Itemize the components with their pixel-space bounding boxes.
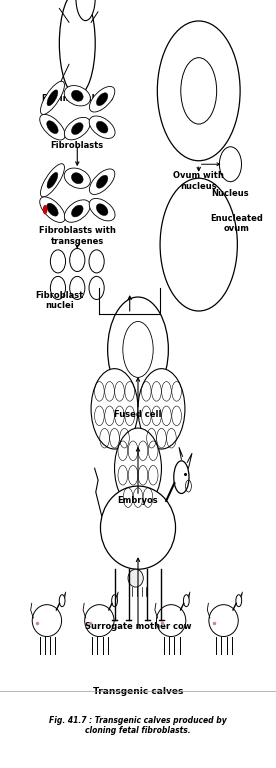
Text: Surrogate mother cow: Surrogate mother cow [85, 622, 191, 631]
Ellipse shape [157, 21, 240, 161]
Ellipse shape [64, 118, 90, 140]
Ellipse shape [96, 175, 108, 188]
Ellipse shape [40, 114, 65, 140]
Ellipse shape [160, 178, 237, 311]
Ellipse shape [108, 297, 168, 402]
Circle shape [44, 206, 47, 214]
Text: Transgenic calves: Transgenic calves [93, 687, 183, 696]
Ellipse shape [89, 169, 115, 194]
Text: Fig. 41.7 : Transgenic calves produced by
cloning fetal fibroblasts.: Fig. 41.7 : Transgenic calves produced b… [49, 716, 227, 736]
Text: Ovum with
nucleus: Ovum with nucleus [173, 171, 224, 190]
Ellipse shape [236, 594, 242, 607]
Ellipse shape [64, 168, 90, 188]
Ellipse shape [41, 164, 64, 197]
Ellipse shape [64, 85, 90, 106]
Ellipse shape [47, 90, 58, 106]
Ellipse shape [32, 604, 62, 637]
Ellipse shape [41, 81, 64, 114]
Ellipse shape [47, 204, 58, 216]
Text: Embryos: Embryos [118, 496, 158, 505]
Ellipse shape [85, 604, 114, 637]
Text: Fibroblasts with
transgenes: Fibroblasts with transgenes [39, 227, 116, 246]
Ellipse shape [47, 172, 58, 188]
Text: Nucleus: Nucleus [212, 189, 249, 197]
Ellipse shape [156, 604, 186, 637]
Ellipse shape [59, 0, 95, 96]
Ellipse shape [71, 123, 83, 134]
Ellipse shape [209, 604, 238, 637]
Ellipse shape [128, 569, 143, 587]
Ellipse shape [59, 594, 65, 607]
Ellipse shape [100, 486, 176, 569]
Ellipse shape [219, 147, 242, 182]
Ellipse shape [71, 173, 83, 184]
Ellipse shape [96, 93, 108, 106]
Ellipse shape [71, 205, 83, 217]
Ellipse shape [96, 204, 108, 216]
Ellipse shape [76, 0, 95, 21]
Text: Bovine embryo: Bovine embryo [42, 94, 113, 103]
Ellipse shape [89, 116, 115, 138]
Ellipse shape [47, 121, 58, 134]
Text: Fused cell: Fused cell [114, 409, 162, 419]
Ellipse shape [71, 90, 83, 101]
Ellipse shape [91, 369, 138, 449]
Ellipse shape [89, 198, 115, 221]
Text: Enucleated
ovum: Enucleated ovum [210, 214, 263, 233]
Ellipse shape [89, 87, 115, 112]
Ellipse shape [138, 369, 185, 449]
Ellipse shape [184, 594, 189, 607]
Ellipse shape [112, 594, 118, 607]
Ellipse shape [174, 461, 189, 494]
Text: Fibroblast
nuclei: Fibroblast nuclei [35, 291, 83, 310]
Text: Fibroblasts: Fibroblasts [51, 141, 104, 151]
Ellipse shape [64, 200, 90, 222]
Ellipse shape [115, 428, 161, 508]
Ellipse shape [40, 197, 65, 223]
Ellipse shape [96, 121, 108, 133]
